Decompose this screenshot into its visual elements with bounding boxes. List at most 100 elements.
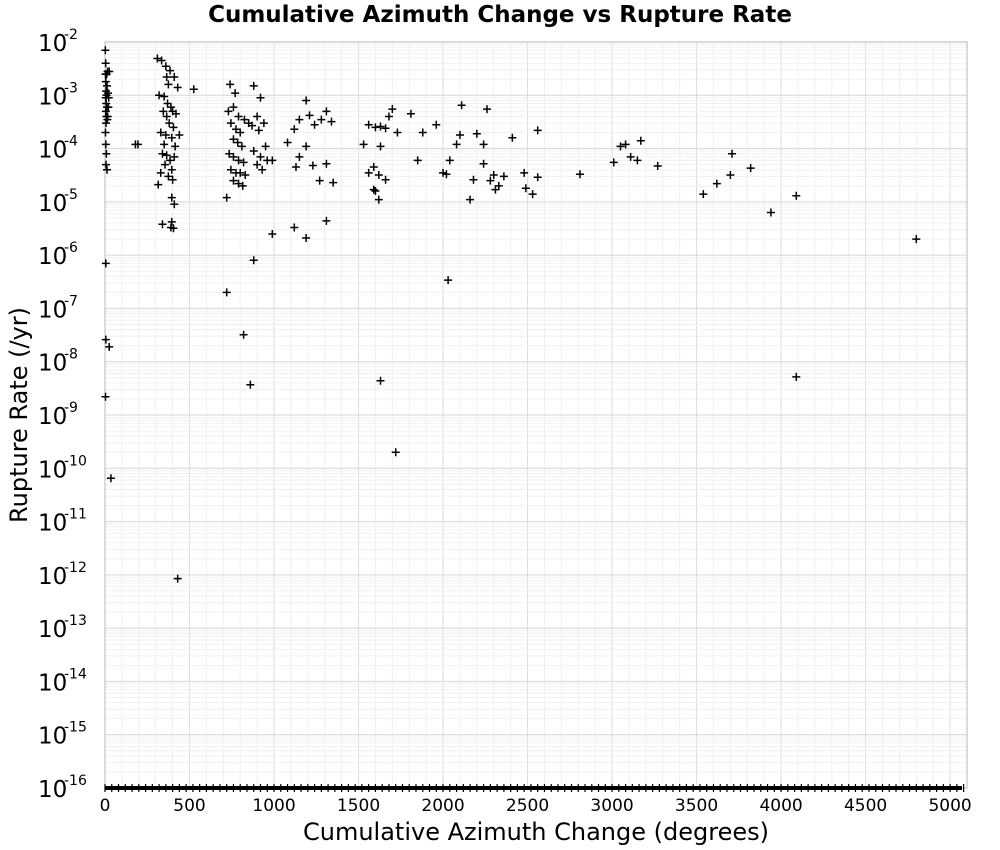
data-point (295, 152, 304, 161)
y-tick-label: 10 (38, 670, 67, 696)
data-point (226, 119, 235, 128)
data-point (766, 208, 775, 217)
data-point (302, 142, 311, 151)
data-point (575, 170, 584, 179)
data-point (170, 200, 179, 209)
y-tick-exponent: -4 (64, 134, 78, 150)
data-point (158, 220, 167, 229)
data-point (653, 162, 662, 171)
data-point (792, 191, 801, 200)
data-point (376, 142, 385, 151)
data-point (103, 165, 112, 174)
data-point (162, 151, 171, 160)
data-point (369, 185, 378, 194)
data-point (237, 142, 246, 151)
data-point (104, 103, 113, 112)
data-point (466, 195, 475, 204)
data-point (249, 81, 258, 90)
y-tick-exponent: -16 (64, 773, 87, 789)
y-tick-exponent: -10 (64, 453, 87, 469)
data-point (222, 193, 231, 202)
floor-points (104, 784, 965, 792)
data-point (160, 140, 169, 149)
data-point (133, 140, 142, 149)
y-tick-exponent: -13 (64, 613, 87, 629)
data-point (479, 159, 488, 168)
y-tick-exponent: -15 (64, 720, 87, 736)
x-tick-label: 1500 (337, 796, 380, 816)
data-point (105, 342, 114, 351)
data-point (259, 119, 268, 128)
x-tick-label: 4500 (844, 796, 887, 816)
data-point (159, 107, 168, 116)
x-tick-label: 2000 (421, 796, 464, 816)
y-tick-exponent: -9 (64, 400, 78, 416)
data-point (171, 142, 180, 151)
data-point (381, 175, 390, 184)
data-point (455, 130, 464, 139)
data-point (268, 229, 277, 238)
data-point (165, 119, 174, 128)
data-point (406, 109, 415, 118)
y-tick-exponent: -5 (64, 187, 78, 203)
data-point (364, 120, 373, 129)
y-tick-label: 10 (38, 244, 67, 270)
data-point (290, 223, 299, 232)
data-point (444, 276, 453, 285)
data-point (236, 128, 245, 137)
data-point (102, 149, 111, 158)
data-point (374, 195, 383, 204)
data-point (374, 170, 383, 179)
y-tick-exponent: -11 (64, 507, 87, 523)
data-point (310, 120, 319, 129)
data-point (728, 149, 737, 158)
data-point (295, 115, 304, 124)
data-point (283, 138, 292, 147)
data-point (359, 140, 368, 149)
data-point (290, 125, 299, 134)
data-point (167, 133, 176, 142)
data-points (101, 46, 921, 583)
data-point (418, 128, 427, 137)
data-point (241, 170, 250, 179)
data-point (609, 158, 618, 167)
y-tick-label: 10 (38, 564, 67, 590)
data-point (371, 123, 380, 132)
y-tick-label: 10 (38, 191, 67, 217)
data-point (391, 448, 400, 457)
grid (105, 41, 967, 789)
data-point (520, 168, 529, 177)
y-tick-label: 10 (38, 351, 67, 377)
data-point (161, 130, 170, 139)
x-axis-label: Cumulative Azimuth Change (degrees) (303, 818, 769, 846)
data-point (239, 330, 248, 339)
data-point (249, 147, 258, 156)
data-point (636, 136, 645, 145)
data-point (442, 170, 451, 179)
data-point (170, 73, 179, 82)
data-point (472, 129, 481, 138)
data-point (327, 117, 336, 126)
data-point (302, 96, 311, 105)
data-point (104, 93, 113, 102)
y-tick-exponent: -14 (64, 666, 87, 682)
data-point (101, 392, 110, 401)
data-point (156, 128, 165, 137)
data-point (224, 107, 233, 116)
data-point (249, 256, 258, 265)
data-point (499, 172, 508, 181)
x-tick-label: 3000 (590, 796, 633, 816)
data-point (302, 233, 311, 242)
x-tick-labels: 0 500 1000 1500 2000 2500 3000 3500 4000 4500 5000 (100, 796, 972, 816)
y-tick-label: 10 (38, 31, 67, 57)
y-tick-label: 10 (38, 138, 67, 164)
data-point (167, 217, 176, 226)
data-point (225, 149, 234, 158)
data-point (256, 152, 265, 161)
data-point (169, 123, 178, 132)
data-point (153, 54, 162, 63)
data-point (432, 120, 441, 129)
y-tick-label: 10 (38, 84, 67, 110)
y-tick-exponent: -6 (64, 240, 78, 256)
x-tick-label: 2500 (506, 796, 549, 816)
